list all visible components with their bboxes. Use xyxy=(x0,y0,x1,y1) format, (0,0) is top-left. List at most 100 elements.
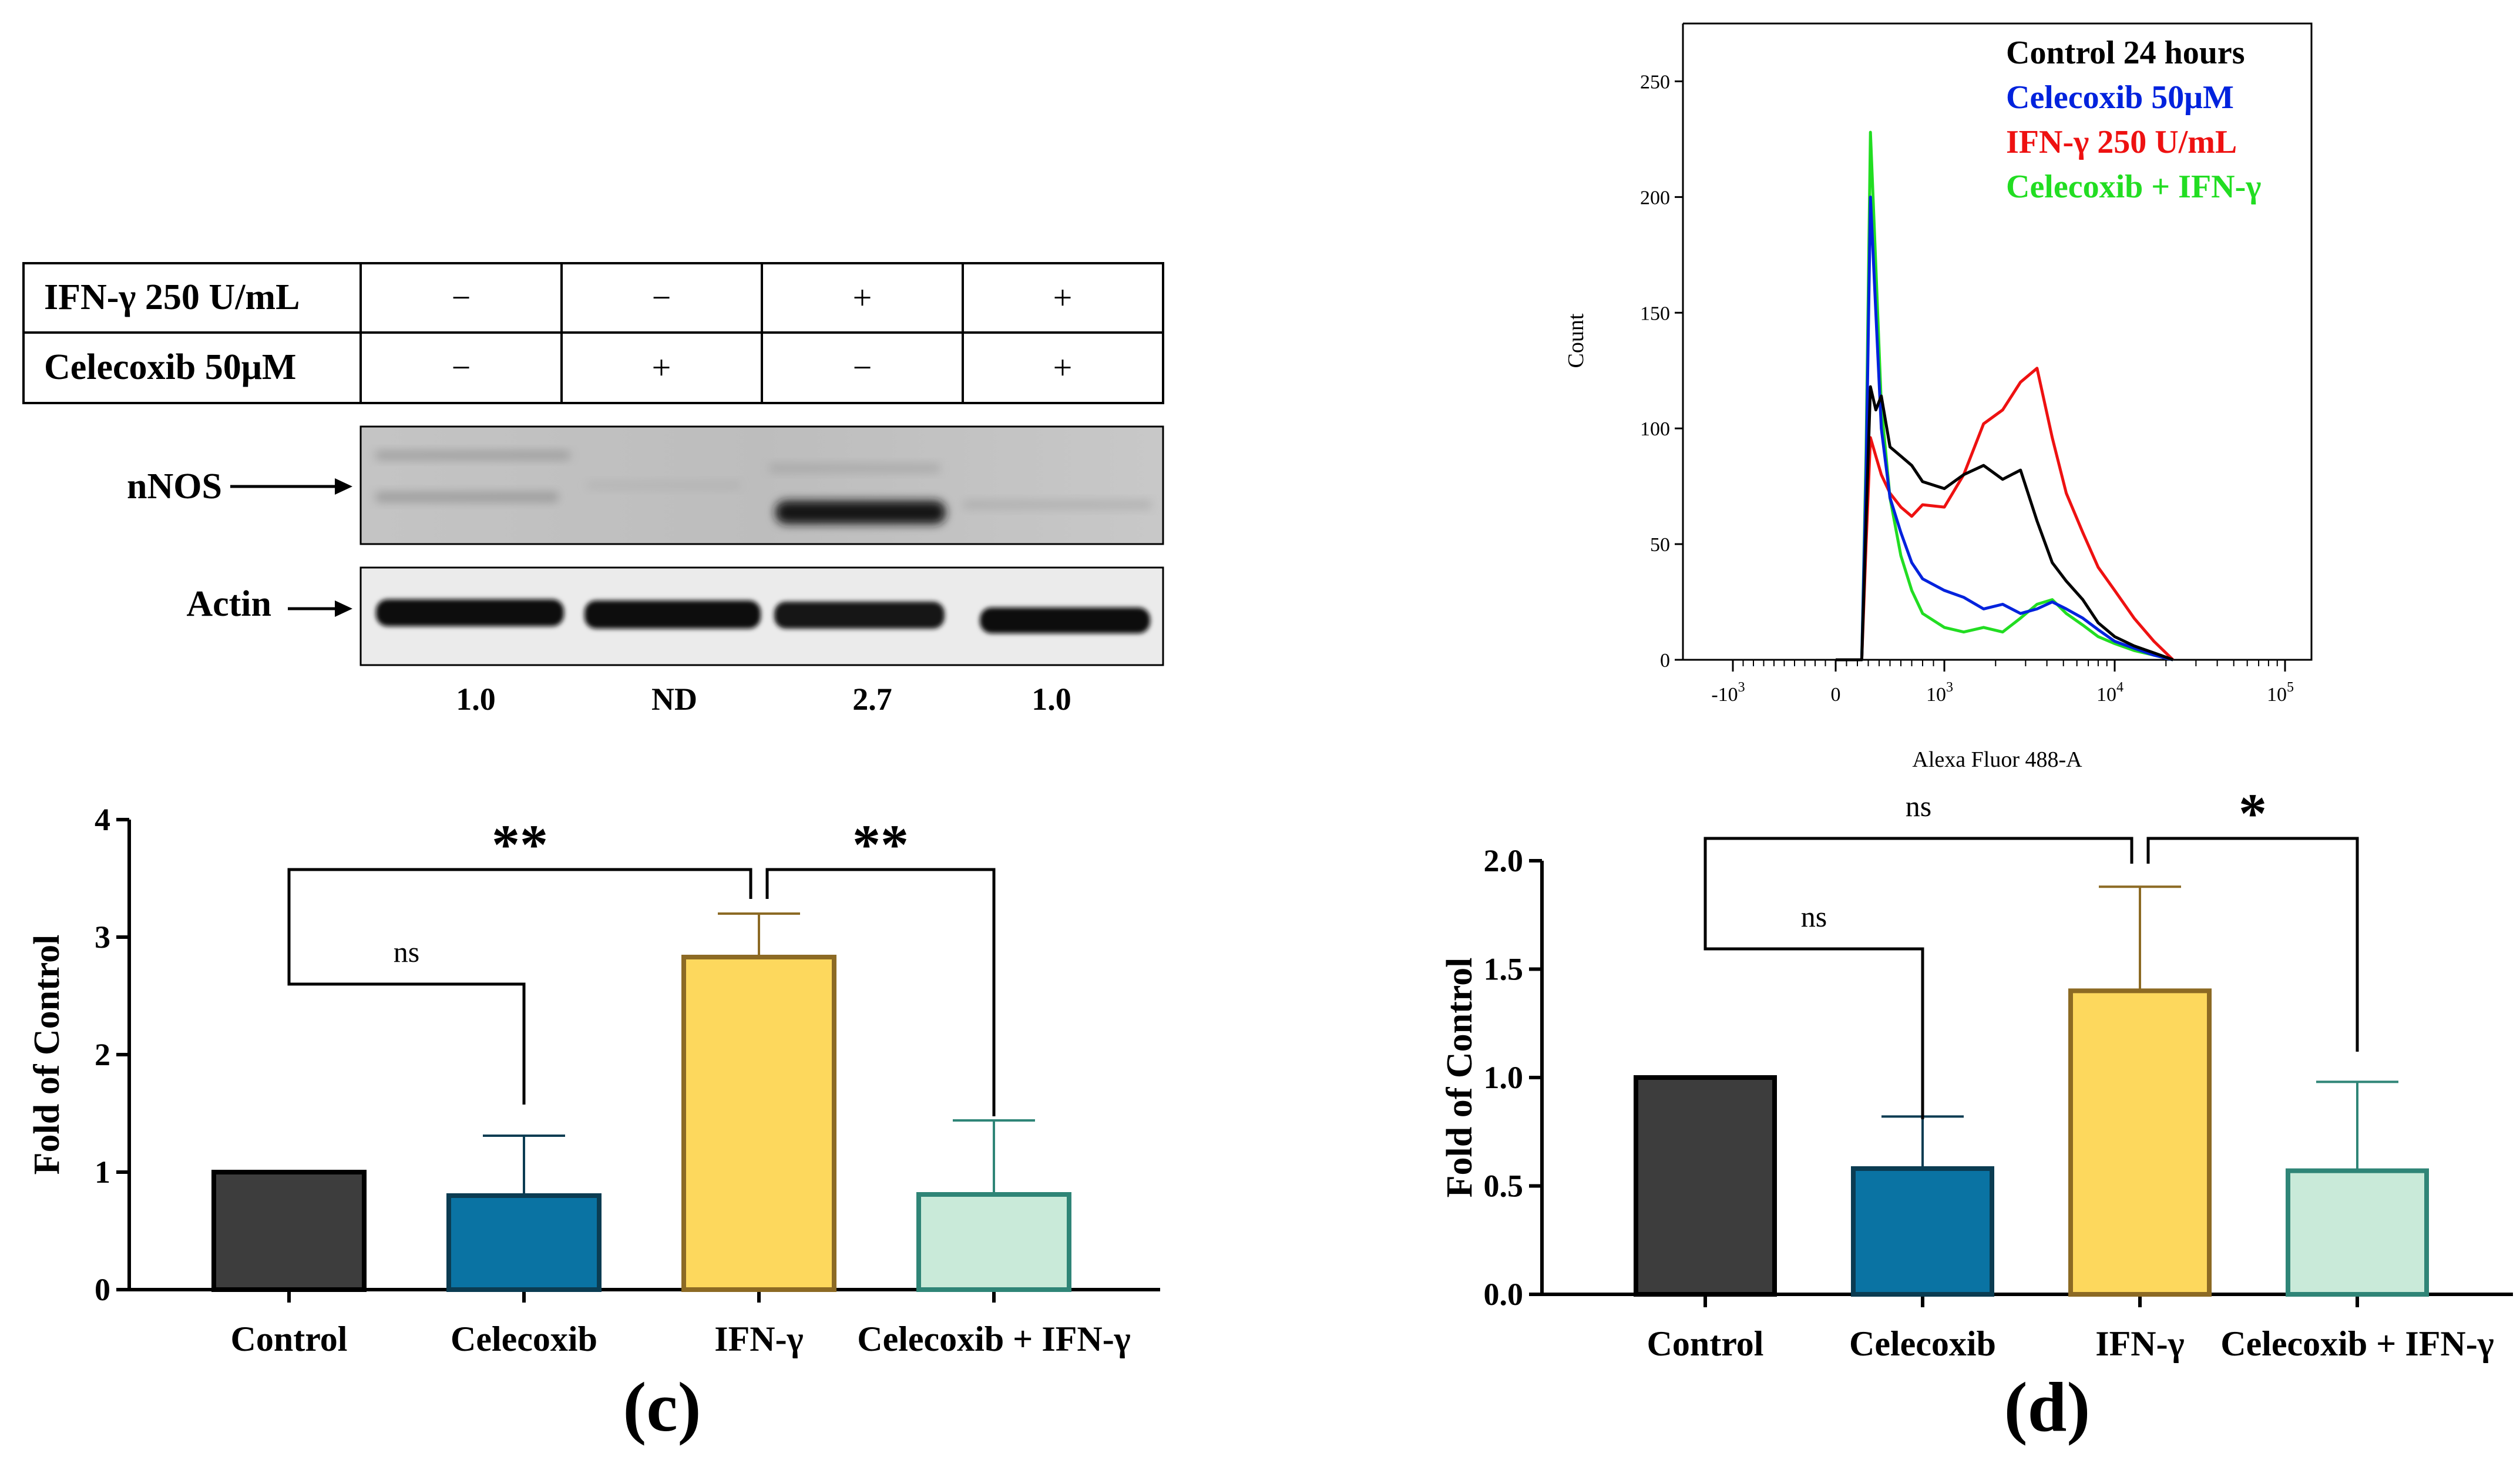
x-tick-label: Celecoxib xyxy=(1849,1324,1996,1363)
y-tick-label: 0.0 xyxy=(1484,1277,1524,1312)
bar-control xyxy=(211,1170,367,1292)
bar-celecoxib-ifn- xyxy=(916,1192,1071,1292)
significance-label: ns xyxy=(1906,790,1931,823)
nnos-band-lane3 xyxy=(775,501,946,524)
y-axis-label: Fold of Control xyxy=(1440,958,1480,1198)
y-axis-label: Fold of Control xyxy=(27,935,67,1175)
table-cell: + xyxy=(853,278,872,317)
nnos-band-lane1-upper xyxy=(376,451,570,459)
nnos-label-group: nNOS xyxy=(127,466,352,506)
actin-band-lane1 xyxy=(376,599,564,626)
legend-entry: Control 24 hours xyxy=(2006,35,2245,71)
bar-ifn- xyxy=(681,955,836,1292)
x-tick-label: 0 xyxy=(1831,684,1841,706)
x-tick-label: -103 xyxy=(1711,680,1745,706)
significance-bracket xyxy=(287,964,526,1105)
bar-control xyxy=(1634,1075,1777,1297)
nnos-blot-frame xyxy=(359,425,1164,545)
legend-entry: Celecoxib 50μM xyxy=(2006,79,2234,116)
x-tick-label: IFN-γ xyxy=(714,1320,803,1358)
legend-entry: IFN-γ 250 U/mL xyxy=(2006,124,2237,160)
y-axis-label: Count xyxy=(1564,313,1588,368)
nnos-band-lane2 xyxy=(587,482,740,489)
significance-bracket xyxy=(1703,928,1924,1119)
panel-label: (d) xyxy=(2004,1368,2091,1446)
table-row-label-ifn: IFN-γ 250 U/mL xyxy=(44,277,300,317)
y-tick-label: 3 xyxy=(95,919,110,955)
significance-label: * xyxy=(2239,782,2267,845)
actin-band-lane3 xyxy=(774,602,945,629)
nnos-band-lane1 xyxy=(376,492,558,502)
quant-value: 2.7 xyxy=(852,682,892,717)
x-axis-label: Alexa Fluor 488-A xyxy=(1912,747,2082,772)
x-tick-label: IFN-γ xyxy=(2095,1324,2184,1363)
x-tick-label: Control xyxy=(231,1320,348,1358)
histogram-line-celecoxib-50-m xyxy=(1836,195,2173,662)
quant-value: ND xyxy=(651,682,697,717)
plot-frame xyxy=(1682,22,2313,661)
table-cell: − xyxy=(652,278,671,317)
histogram-line-celecoxib-ifn- xyxy=(1836,130,2173,662)
table-cell: − xyxy=(452,278,471,317)
x-tick-label: 103 xyxy=(1926,680,1953,706)
actin-label-group: Actin xyxy=(186,584,352,624)
panel-label: (c) xyxy=(623,1368,701,1446)
quant-value: 1.0 xyxy=(456,682,496,717)
significance-bracket xyxy=(1703,837,2133,929)
y-tick-label: 0.5 xyxy=(1484,1169,1524,1204)
actin-blot xyxy=(359,566,1164,666)
significance-label: ns xyxy=(394,935,419,968)
actin-band-lane2 xyxy=(584,600,761,629)
nnos-blot xyxy=(359,425,1164,545)
bar-ifn- xyxy=(2068,988,2212,1297)
y-tick-label: 1.5 xyxy=(1484,952,1524,987)
y-tick-label: 200 xyxy=(1640,187,1670,209)
y-tick-label: 4 xyxy=(95,802,110,837)
bar-chart-c: 0 1 2 3 4 Control Celecoxib IFN-γ Celecoxib + IF… xyxy=(27,802,1160,1446)
x-tick-label: 104 xyxy=(2096,680,2123,706)
blot-quantification: 1.0 ND 2.7 1.0 xyxy=(456,682,1071,717)
bar-celecoxib xyxy=(1851,1166,1994,1297)
actin-label: Actin xyxy=(186,584,271,624)
significance-bracket xyxy=(765,868,996,1116)
y-tick-label: 100 xyxy=(1640,418,1670,440)
bar-chart-d: 0.0 0.5 1.0 1.5 2.0 Control Celecoxib IFN-γ Cele… xyxy=(1440,782,2513,1446)
legend-entry: Celecoxib + IFN-γ xyxy=(2006,169,2261,205)
table-cell: + xyxy=(652,348,671,387)
bar-celecoxib xyxy=(446,1193,602,1292)
y-tick-label: 2.0 xyxy=(1484,843,1524,878)
table-cell: + xyxy=(1053,348,1073,387)
histogram-line-control-24-hours xyxy=(1836,385,2174,662)
table-row-label-celecoxib: Celecoxib 50μM xyxy=(44,347,296,387)
nnos-arrow-icon xyxy=(335,478,352,495)
x-tick-label: Celecoxib + IFN-γ xyxy=(857,1320,1131,1358)
nnos-band-lane4 xyxy=(963,501,1151,509)
significance-label: ** xyxy=(852,813,909,876)
y-tick-label: 150 xyxy=(1640,303,1670,324)
table-cell: + xyxy=(1053,278,1073,317)
y-tick-label: 250 xyxy=(1640,71,1670,93)
actin-band-lane4 xyxy=(980,608,1150,633)
significance-label: ns xyxy=(1801,900,1827,933)
significance-bracket xyxy=(287,868,752,966)
table-cell: − xyxy=(853,348,872,387)
x-tick-label: Celecoxib + IFN-γ xyxy=(2220,1324,2494,1363)
y-tick-label: 50 xyxy=(1650,534,1670,556)
histogram-line-ifn-250-u-ml xyxy=(1836,367,2175,662)
significance-label: ** xyxy=(492,813,548,876)
significance-bracket xyxy=(2146,837,2359,1052)
x-tick-label: Celecoxib xyxy=(451,1320,597,1358)
treatment-table: IFN-γ 250 U/mL Celecoxib 50μM − − + + − … xyxy=(22,262,1164,404)
y-tick-label: 0 xyxy=(95,1272,110,1307)
y-tick-label: 1.0 xyxy=(1484,1060,1524,1095)
flow-histogram: 0 50 100 150 200 250 -103 0 103 104 105 Alexa Fluor… xyxy=(1564,22,2313,772)
y-tick-label: 2 xyxy=(95,1037,110,1072)
actin-arrow-icon xyxy=(335,600,352,617)
y-tick-label: 1 xyxy=(95,1154,110,1190)
x-tick-label: 105 xyxy=(2267,680,2294,706)
quant-value: 1.0 xyxy=(1031,682,1071,717)
y-tick-label: 0 xyxy=(1660,650,1670,672)
nnos-label: nNOS xyxy=(127,466,222,506)
table-cell: − xyxy=(452,348,471,387)
